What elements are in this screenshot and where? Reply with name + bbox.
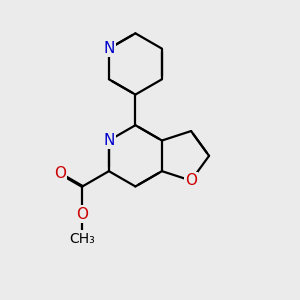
Text: N: N [103, 41, 115, 56]
Text: O: O [54, 166, 66, 181]
Text: O: O [185, 173, 197, 188]
Text: CH₃: CH₃ [70, 232, 95, 245]
Text: O: O [76, 206, 88, 221]
Text: N: N [103, 133, 115, 148]
